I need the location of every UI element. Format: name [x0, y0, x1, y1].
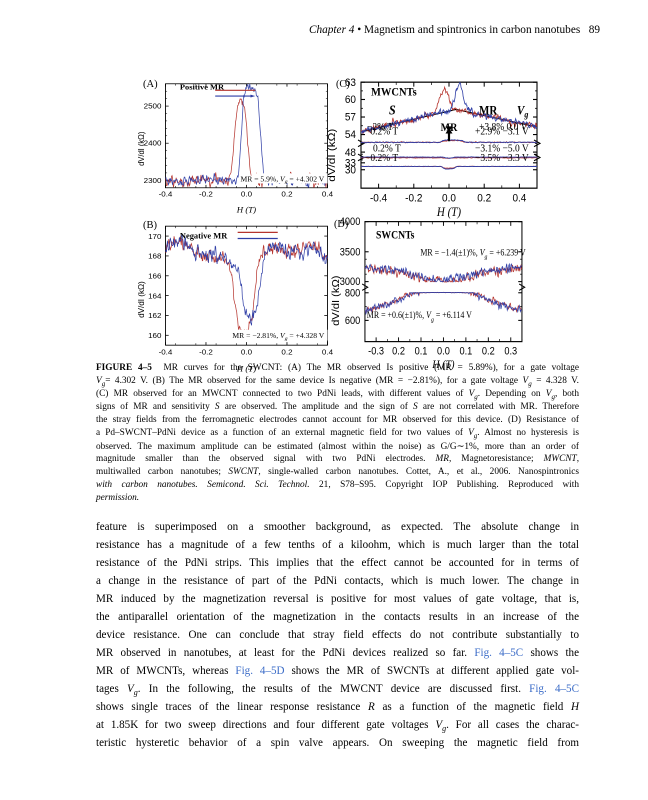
svg-text:-0.2: -0.2: [199, 190, 213, 199]
svg-text:MR = −1.4(±1)%, Vg = +6.239 V: MR = −1.4(±1)%, Vg = +6.239 V: [420, 247, 526, 261]
svg-text:MR: MR: [479, 104, 498, 118]
svg-text:dV/dI (kΩ): dV/dI (kΩ): [136, 281, 145, 318]
svg-text:+2.9% −3.1 V: +2.9% −3.1 V: [475, 126, 529, 138]
svg-text:0.1: 0.1: [415, 346, 428, 358]
svg-text:Negative MR: Negative MR: [179, 231, 227, 240]
svg-text:0.2: 0.2: [281, 190, 292, 199]
svg-text:0.1: 0.1: [460, 346, 473, 358]
svg-text:dV/dI (kΩ): dV/dI (kΩ): [327, 128, 338, 181]
svg-text:3500: 3500: [340, 247, 361, 259]
svg-text:0.3: 0.3: [504, 346, 517, 358]
svg-text:0.0: 0.0: [442, 192, 456, 205]
svg-text:−0.2% T: −0.2% T: [365, 126, 398, 138]
svg-text:170: 170: [148, 232, 162, 241]
svg-text:-0.4: -0.4: [370, 192, 387, 205]
svg-text:dV/dI (kΩ): dV/dI (kΩ): [136, 132, 145, 167]
svg-text:0.0: 0.0: [240, 190, 251, 199]
svg-text:S: S: [389, 103, 396, 118]
svg-text:2500: 2500: [143, 102, 161, 111]
svg-text:Vg: Vg: [517, 104, 529, 120]
svg-text:0.0: 0.0: [437, 346, 450, 358]
svg-text:162: 162: [148, 311, 161, 320]
svg-text:MR = 5.9%, Vg = +4.302 V: MR = 5.9%, Vg = +4.302 V: [240, 176, 325, 186]
svg-text:57: 57: [345, 111, 356, 124]
svg-text:SWCNTs: SWCNTs: [376, 230, 414, 242]
svg-text:60: 60: [345, 94, 356, 107]
svg-text:MR = −2.81%, Vg = +4.328 V: MR = −2.81%, Vg = +4.328 V: [232, 331, 324, 342]
svg-text:0.2: 0.2: [482, 346, 495, 358]
svg-text:0.2: 0.2: [392, 346, 405, 358]
svg-text:Positive MR: Positive MR: [179, 83, 223, 92]
svg-text:-0.2: -0.2: [199, 347, 213, 356]
svg-text:0.4: 0.4: [512, 192, 526, 205]
svg-text:−0.2% T: −0.2% T: [365, 152, 398, 164]
svg-text:0.0: 0.0: [240, 347, 252, 356]
svg-text:dV/dI (kΩ): dV/dI (kΩ): [332, 276, 342, 326]
svg-text:2300: 2300: [143, 176, 161, 185]
svg-text:168: 168: [148, 252, 162, 261]
svg-text:MWCNTs: MWCNTs: [371, 86, 417, 99]
svg-text:H (T): H (T): [235, 206, 256, 215]
svg-text:0.2: 0.2: [477, 192, 491, 205]
svg-text:30: 30: [345, 164, 356, 177]
svg-text:−3.5% −3.3 V: −3.5% −3.3 V: [475, 152, 529, 164]
svg-text:-0.2: -0.2: [405, 192, 422, 205]
svg-text:-0.4: -0.4: [158, 347, 172, 356]
svg-text:MR = +0.6(±1)%, Vg = +6.114 V: MR = +0.6(±1)%, Vg = +6.114 V: [367, 310, 473, 324]
svg-text:54: 54: [345, 129, 356, 142]
svg-text:160: 160: [148, 331, 162, 340]
svg-text:-0.3: -0.3: [368, 346, 384, 358]
svg-text:0.2: 0.2: [281, 347, 292, 356]
svg-text:800: 800: [345, 288, 361, 300]
svg-text:600: 600: [345, 316, 361, 328]
svg-text:166: 166: [148, 271, 162, 280]
svg-text:164: 164: [148, 291, 162, 300]
svg-text:-0.4: -0.4: [158, 190, 173, 199]
